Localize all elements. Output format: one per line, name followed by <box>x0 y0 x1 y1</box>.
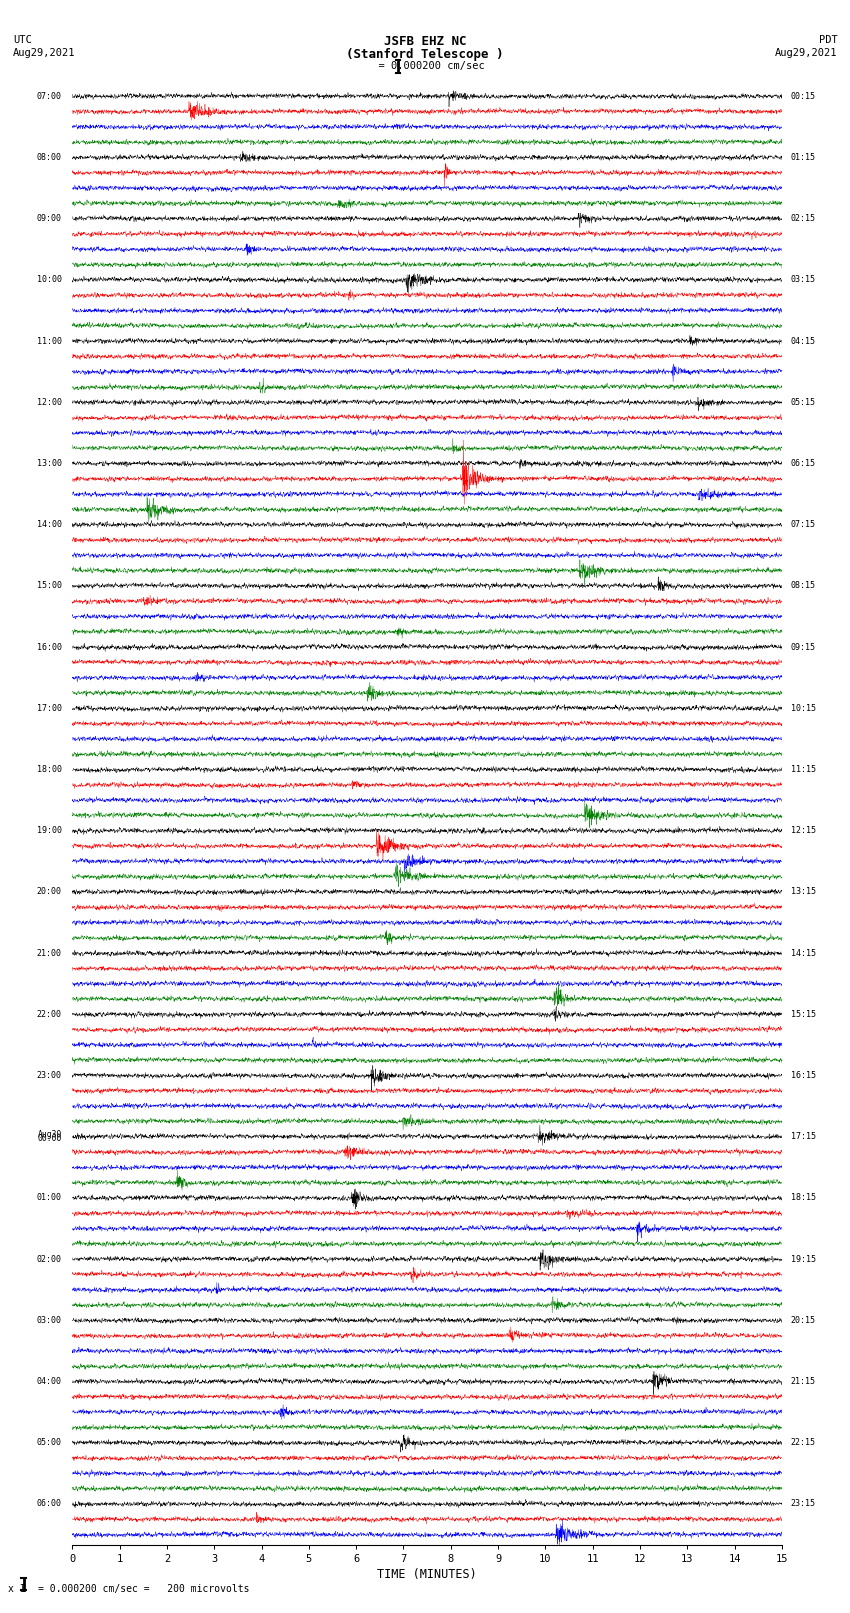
Text: Aug29,2021: Aug29,2021 <box>13 48 76 58</box>
Text: 11:00: 11:00 <box>37 337 62 345</box>
Text: JSFB EHZ NC: JSFB EHZ NC <box>383 35 467 48</box>
Text: 22:00: 22:00 <box>37 1010 62 1019</box>
Text: 12:15: 12:15 <box>790 826 815 836</box>
Text: 13:15: 13:15 <box>790 887 815 897</box>
Text: 00:15: 00:15 <box>790 92 815 100</box>
Text: 20:00: 20:00 <box>37 887 62 897</box>
Text: x I: x I <box>8 1584 26 1594</box>
Text: (Stanford Telescope ): (Stanford Telescope ) <box>346 48 504 61</box>
Text: 14:15: 14:15 <box>790 948 815 958</box>
Text: 01:00: 01:00 <box>37 1194 62 1202</box>
Text: 19:15: 19:15 <box>790 1255 815 1263</box>
Text: 02:15: 02:15 <box>790 215 815 223</box>
Text: 23:15: 23:15 <box>790 1500 815 1508</box>
Text: 06:15: 06:15 <box>790 460 815 468</box>
Text: 05:00: 05:00 <box>37 1439 62 1447</box>
Text: 16:00: 16:00 <box>37 642 62 652</box>
Text: 03:15: 03:15 <box>790 276 815 284</box>
Text: 23:00: 23:00 <box>37 1071 62 1081</box>
Text: = 0.000200 cm/sec: = 0.000200 cm/sec <box>366 61 484 71</box>
Text: 04:15: 04:15 <box>790 337 815 345</box>
Text: Aug30: Aug30 <box>37 1131 62 1139</box>
Text: 17:00: 17:00 <box>37 703 62 713</box>
X-axis label: TIME (MINUTES): TIME (MINUTES) <box>377 1568 477 1581</box>
Text: 11:15: 11:15 <box>790 765 815 774</box>
Text: Aug29,2021: Aug29,2021 <box>774 48 837 58</box>
Text: 04:00: 04:00 <box>37 1378 62 1386</box>
Text: 22:15: 22:15 <box>790 1439 815 1447</box>
Text: 08:15: 08:15 <box>790 581 815 590</box>
Text: 03:00: 03:00 <box>37 1316 62 1324</box>
Text: 20:15: 20:15 <box>790 1316 815 1324</box>
Text: 16:15: 16:15 <box>790 1071 815 1081</box>
Text: 07:00: 07:00 <box>37 92 62 100</box>
Text: 09:00: 09:00 <box>37 215 62 223</box>
Text: 14:00: 14:00 <box>37 519 62 529</box>
Text: 21:00: 21:00 <box>37 948 62 958</box>
Text: 01:15: 01:15 <box>790 153 815 161</box>
Text: 15:00: 15:00 <box>37 581 62 590</box>
Text: 09:15: 09:15 <box>790 642 815 652</box>
Text: 13:00: 13:00 <box>37 460 62 468</box>
Text: PDT: PDT <box>819 35 837 45</box>
Text: 10:15: 10:15 <box>790 703 815 713</box>
Text: 08:00: 08:00 <box>37 153 62 161</box>
Text: 02:00: 02:00 <box>37 1255 62 1263</box>
Text: 07:15: 07:15 <box>790 519 815 529</box>
Text: 06:00: 06:00 <box>37 1500 62 1508</box>
Text: 18:15: 18:15 <box>790 1194 815 1202</box>
Text: 10:00: 10:00 <box>37 276 62 284</box>
Text: 18:00: 18:00 <box>37 765 62 774</box>
Text: = 0.000200 cm/sec =   200 microvolts: = 0.000200 cm/sec = 200 microvolts <box>38 1584 250 1594</box>
Text: 05:15: 05:15 <box>790 398 815 406</box>
Text: 21:15: 21:15 <box>790 1378 815 1386</box>
Text: 19:00: 19:00 <box>37 826 62 836</box>
Text: UTC: UTC <box>13 35 31 45</box>
Text: 15:15: 15:15 <box>790 1010 815 1019</box>
Text: 00:00: 00:00 <box>37 1134 62 1144</box>
Text: 17:15: 17:15 <box>790 1132 815 1142</box>
Text: 12:00: 12:00 <box>37 398 62 406</box>
